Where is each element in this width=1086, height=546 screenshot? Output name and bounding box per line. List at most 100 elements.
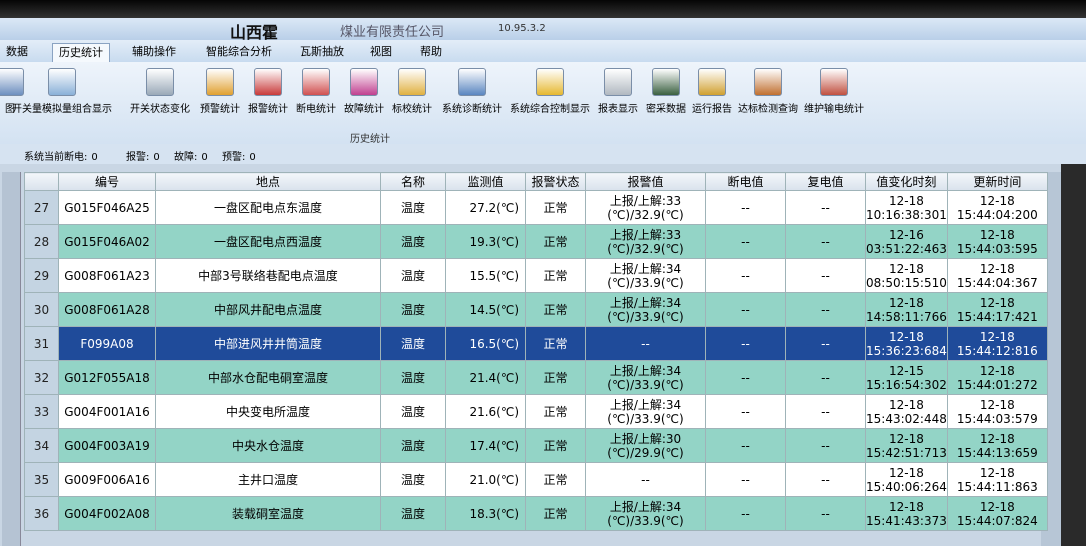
status-item: 系统当前断电: 0 bbox=[24, 148, 98, 163]
cell-line: 12-18 bbox=[888, 397, 924, 412]
table-cell: 正常 bbox=[525, 326, 586, 361]
toolbar-button[interactable]: 断电统计 bbox=[296, 68, 336, 115]
menu-tab[interactable]: 视图 bbox=[370, 45, 392, 58]
menu-tab[interactable]: 帮助 bbox=[420, 45, 442, 58]
cell-line: 15:44:04:200 bbox=[956, 207, 1038, 222]
table-cell: 温度 bbox=[380, 190, 446, 225]
header-cell[interactable]: 编号 bbox=[58, 172, 156, 191]
table-cell: 18.3(℃) bbox=[445, 496, 526, 531]
table-cell: 15.5(℃) bbox=[445, 258, 526, 293]
table-row[interactable]: 33 G004F001A16 中央变电所温度 温度 21.6(℃) 正常 上报/上解:34(… bbox=[24, 394, 1048, 429]
menu-tab[interactable]: 数据 bbox=[6, 45, 28, 58]
header-cell[interactable]: 更新时间 bbox=[946, 172, 1048, 191]
button-icon bbox=[536, 68, 564, 96]
cell-line: 15:44:07:824 bbox=[956, 513, 1038, 528]
toolbar-button[interactable]: 报警统计 bbox=[248, 68, 288, 115]
header-cell[interactable]: 地点 bbox=[155, 172, 381, 191]
cell-line: 12-18 bbox=[979, 465, 1015, 480]
table-row[interactable]: 31 F099A08 中部进风井井筒温度 温度 16.5(℃) 正常 -- -- -- 12-18… bbox=[24, 326, 1048, 361]
cell-line: 12-18 bbox=[979, 227, 1015, 242]
button-label: 维护输电统计 bbox=[804, 104, 864, 115]
table-cell: -- bbox=[585, 326, 706, 361]
toolbar-button[interactable]: 开关量模拟量组合显示 bbox=[12, 68, 112, 115]
header-cell[interactable]: 名称 bbox=[380, 172, 446, 191]
table-cell: -- bbox=[785, 496, 866, 531]
table-cell: 正常 bbox=[525, 224, 586, 259]
table-cell: 一盘区配电点东温度 bbox=[155, 190, 381, 225]
toolbar-button[interactable]: 图 bbox=[0, 68, 24, 115]
toolbar-button[interactable]: 开关状态变化 bbox=[130, 68, 190, 115]
toolbar-button[interactable]: 故障统计 bbox=[344, 68, 384, 115]
toolbar-button[interactable]: 标校统计 bbox=[392, 68, 432, 115]
button-label: 断电统计 bbox=[296, 104, 336, 115]
table-row[interactable]: 32 G012F055A18 中部水仓配电硐室温度 温度 21.4(℃) 正常 上报/上解:… bbox=[24, 360, 1048, 395]
table-cell: 正常 bbox=[525, 190, 586, 225]
table-cell: 12-18 15:44:03:579 bbox=[946, 394, 1048, 429]
toolbar-button[interactable]: 预警统计 bbox=[200, 68, 240, 115]
table-cell: -- bbox=[705, 326, 786, 361]
toolbar-button[interactable]: 密采数据 bbox=[646, 68, 686, 115]
table-cell: G012F055A18 bbox=[58, 360, 156, 395]
table-cell: G009F006A16 bbox=[58, 462, 156, 497]
table-cell: -- bbox=[705, 428, 786, 463]
cell-line: 15:44:03:595 bbox=[956, 241, 1038, 256]
table-cell: -- bbox=[705, 394, 786, 429]
cell-line: (℃)/33.9(℃) bbox=[607, 377, 684, 392]
table-cell: -- bbox=[785, 394, 866, 429]
table-cell: 16.5(℃) bbox=[445, 326, 526, 361]
screen-bezel bbox=[0, 0, 1086, 18]
cell-line: (℃)/33.9(℃) bbox=[607, 411, 684, 426]
header-cell[interactable]: 断电值 bbox=[705, 172, 786, 191]
cell-line: (℃)/32.9(℃) bbox=[607, 207, 684, 222]
header-cell[interactable]: 值变化时刻 bbox=[865, 172, 948, 191]
table-row[interactable]: 35 G009F006A16 主井口温度 温度 21.0(℃) 正常 -- -- -- 12-18… bbox=[24, 462, 1048, 497]
toolbar-button[interactable]: 报表显示 bbox=[598, 68, 638, 115]
table-cell: 中央水仓温度 bbox=[155, 428, 381, 463]
menu-tab[interactable]: 历史统计 bbox=[52, 43, 110, 62]
header-cell[interactable]: 报警值 bbox=[585, 172, 706, 191]
table-row[interactable]: 28 G015F046A02 一盘区配电点西温度 温度 19.3(℃) 正常 上报/上解:3… bbox=[24, 224, 1048, 259]
table-cell: 12-18 08:50:15:510 bbox=[865, 258, 948, 293]
table-cell: -- bbox=[785, 292, 866, 327]
menu-tab[interactable]: 瓦斯抽放 bbox=[300, 45, 344, 58]
button-icon bbox=[206, 68, 234, 96]
cell-line: 上报/上解:34 bbox=[609, 261, 682, 276]
cell-line: 12-18 bbox=[888, 499, 924, 514]
table-cell: 上报/上解:33 (℃)/32.9(℃) bbox=[585, 190, 706, 225]
button-label: 故障统计 bbox=[344, 104, 384, 115]
toolbar-button[interactable]: 维护输电统计 bbox=[804, 68, 864, 115]
cell-line: 12-18 bbox=[979, 397, 1015, 412]
menu-tab[interactable]: 智能综合分析 bbox=[206, 45, 272, 58]
table-cell: 21.4(℃) bbox=[445, 360, 526, 395]
toolbar-button[interactable]: 系统诊断统计 bbox=[442, 68, 502, 115]
cell-line: 上报/上解:34 bbox=[609, 295, 682, 310]
table-row[interactable]: 34 G004F003A19 中央水仓温度 温度 17.4(℃) 正常 上报/上解:30 (℃… bbox=[24, 428, 1048, 463]
table-cell: 一盘区配电点西温度 bbox=[155, 224, 381, 259]
button-icon bbox=[458, 68, 486, 96]
table-row[interactable]: 29 G008F061A23 中部3号联络巷配电点温度 温度 15.5(℃) 正常 上报/上… bbox=[24, 258, 1048, 293]
table-cell: 温度 bbox=[380, 428, 446, 463]
table-cell: 14.5(℃) bbox=[445, 292, 526, 327]
status-label: 预警: bbox=[222, 152, 246, 163]
toolbar-button[interactable]: 系统综合控制显示 bbox=[510, 68, 590, 115]
table-row[interactable]: 36 G004F002A08 装载硐室温度 温度 18.3(℃) 正常 上报/上解:34 (℃… bbox=[24, 496, 1048, 531]
toolbar-button[interactable]: 达标检测查询 bbox=[738, 68, 798, 115]
cell-line: (℃)/33.9(℃) bbox=[607, 275, 684, 290]
table-cell: -- bbox=[705, 258, 786, 293]
button-label: 达标检测查询 bbox=[738, 104, 798, 115]
table-row[interactable]: 30 G008F061A28 中部风井配电点温度 温度 14.5(℃) 正常 上报/上解:3… bbox=[24, 292, 1048, 327]
table-row[interactable]: 27 G015F046A25 一盘区配电点东温度 温度 27.2(℃) 正常 上报/上解:3… bbox=[24, 190, 1048, 225]
header-cell[interactable]: 复电值 bbox=[785, 172, 866, 191]
menu-tab[interactable]: 辅助操作 bbox=[132, 45, 176, 58]
left-scrollbar bbox=[2, 172, 21, 546]
table-cell: 中部进风井井筒温度 bbox=[155, 326, 381, 361]
toolbar-button[interactable]: 运行报告 bbox=[692, 68, 732, 115]
header-cell[interactable]: 报警状态 bbox=[525, 172, 586, 191]
menu-bar: 数据 历史统计 辅助操作 智能综合分析 瓦斯抽放 视图 帮助 bbox=[0, 40, 1086, 62]
table-cell: 主井口温度 bbox=[155, 462, 381, 497]
table-cell: 中部风井配电点温度 bbox=[155, 292, 381, 327]
header-cell[interactable]: 监测值 bbox=[445, 172, 526, 191]
table-cell: 12-18 14:58:11:766 bbox=[865, 292, 948, 327]
window-title-rest: 煤业有限责任公司 bbox=[340, 25, 445, 40]
table-cell: 12-18 15:41:43:373 bbox=[865, 496, 948, 531]
